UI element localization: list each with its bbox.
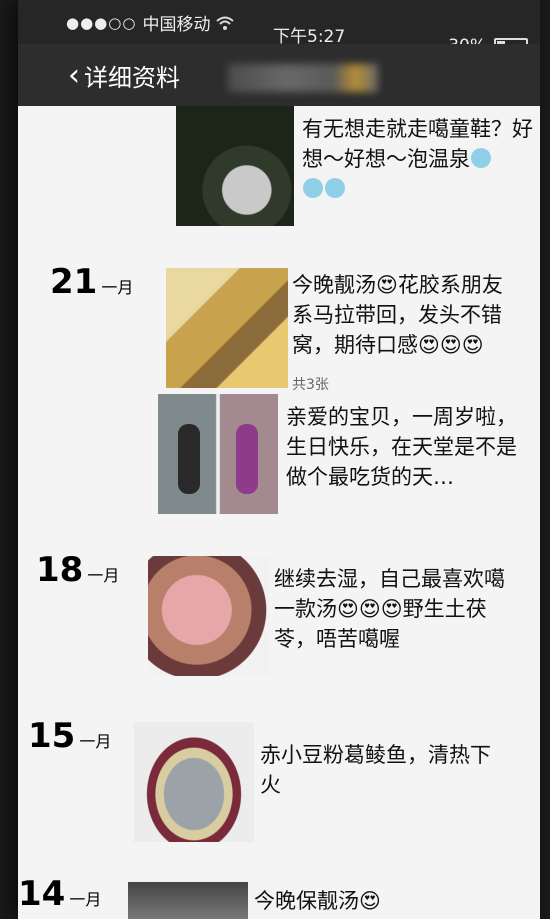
chevron-left-icon: ‹ xyxy=(68,57,80,93)
entry-date: 21 一月 xyxy=(50,262,133,302)
entry-text: 今晚保靓汤😍 xyxy=(254,889,381,913)
entry-photo[interactable] xyxy=(148,556,270,676)
entry-month: 一月 xyxy=(87,566,120,585)
entry-month: 一月 xyxy=(79,732,112,751)
status-left: ●●●○○ 中国移动 xyxy=(66,10,235,35)
entry-text: 赤小豆粉葛鲮鱼，清热下火 xyxy=(260,743,491,797)
entry-date: 15 一月 xyxy=(28,716,111,756)
status-bar: ●●●○○ 中国移动 下午5:27 30% xyxy=(18,0,540,56)
photo-count: 共3张 xyxy=(292,377,329,393)
entry-photo[interactable] xyxy=(134,722,254,842)
entry-photo-grid[interactable] xyxy=(166,268,288,388)
entry-photo[interactable] xyxy=(128,882,248,919)
entry-day: 21 xyxy=(50,262,98,302)
entry-text: 亲爱的宝贝，一周岁啦，生日快乐，在天堂是不是做个最吃货的天… xyxy=(286,405,517,489)
person-figure xyxy=(178,424,200,494)
person-figure xyxy=(236,424,258,494)
entry-day: 18 xyxy=(36,550,84,590)
entry-date: 14 一月 xyxy=(18,874,101,914)
blurred-username xyxy=(228,64,378,92)
entry-text-body: 有无想走就走噶童鞋？好想～好想～泡温泉 xyxy=(302,117,533,171)
entry-text: 今晚靓汤😍花胶系朋友系马拉带回，发头不错窝，期待口感😍😍😍 xyxy=(292,273,503,357)
signal-strength: ●●●○○ xyxy=(66,13,137,32)
entry-date: 18 一月 xyxy=(36,550,119,590)
entry-day: 14 xyxy=(18,874,66,914)
emoji-icon xyxy=(471,148,491,168)
entry-text: 有无想走就走噶童鞋？好想～好想～泡温泉 xyxy=(302,114,540,204)
nav-bar: ‹ 详细资料 xyxy=(18,44,540,106)
entry-text: 继续去湿，自己最喜欢噶一款汤😍😍😍野生土茯苓，唔苦噶喔 xyxy=(274,567,505,651)
back-label: 详细资料 xyxy=(84,64,180,92)
back-button[interactable]: ‹ 详细资料 xyxy=(68,58,180,93)
entry-photo[interactable] xyxy=(176,106,294,226)
emoji-icon xyxy=(325,178,345,198)
status-time: 下午5:27 xyxy=(273,27,346,47)
wifi-icon xyxy=(216,16,235,30)
entry-month: 一月 xyxy=(101,278,134,297)
entry-day: 15 xyxy=(28,716,76,756)
emoji-icon xyxy=(303,178,323,198)
entry-photo[interactable] xyxy=(158,394,278,514)
entry-month: 一月 xyxy=(69,890,102,909)
moments-feed: 有无想走就走噶童鞋？好想～好想～泡温泉 21 一月 今晚靓汤😍花胶系朋友系马拉带回… xyxy=(18,106,540,919)
carrier-name: 中国移动 xyxy=(142,15,211,35)
phone-screen: ●●●○○ 中国移动 下午5:27 30% ‹ 详细资料 有无 xyxy=(18,0,540,919)
